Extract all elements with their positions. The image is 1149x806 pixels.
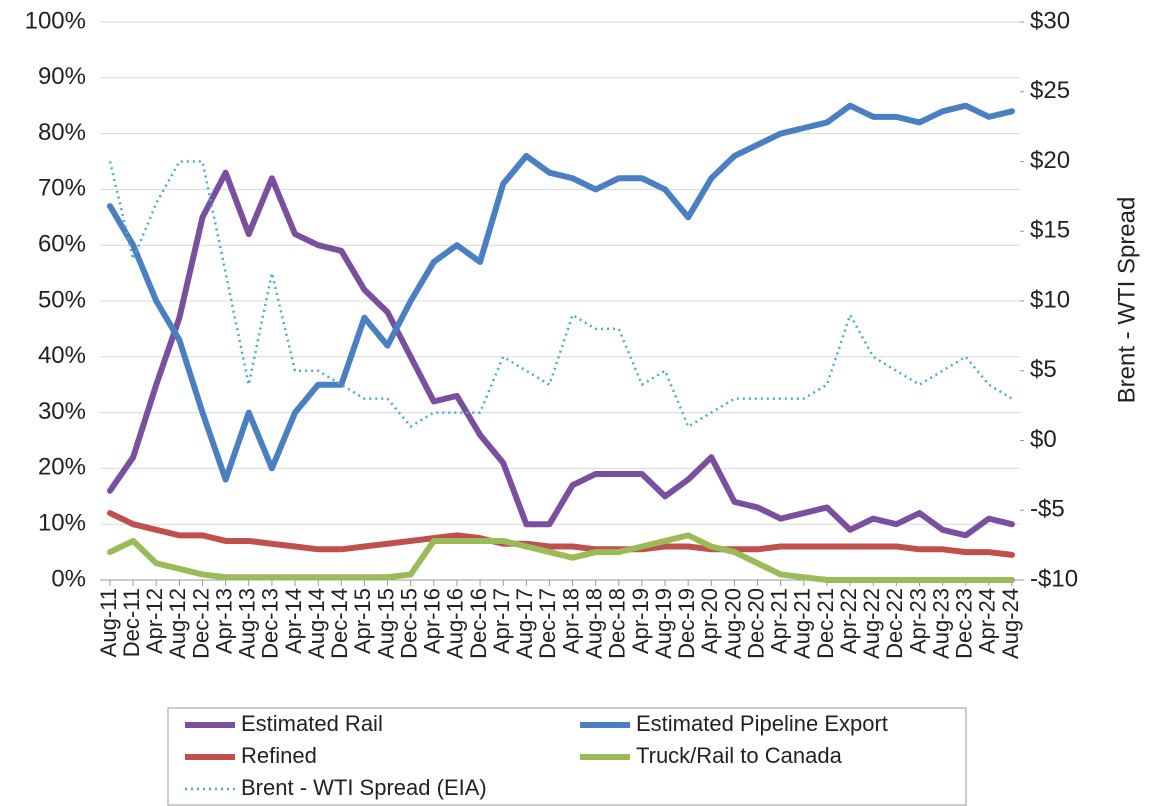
y2-axis-label: Brent - WTI Spread xyxy=(1113,197,1140,404)
x-tick-label: Dec-14 xyxy=(327,588,352,659)
x-tick-label: Aug-15 xyxy=(373,588,398,659)
x-tick-label: Apr-21 xyxy=(767,588,792,654)
x-tick-label: Dec-20 xyxy=(743,588,768,659)
y2-tick-label: $10 xyxy=(1030,286,1070,313)
x-tick-label: Apr-16 xyxy=(420,588,445,654)
x-tick-label: Apr-14 xyxy=(281,588,306,654)
y2-tick-label: -$10 xyxy=(1030,565,1078,592)
y2-tick-label: $30 xyxy=(1030,7,1070,34)
y-tick-label: 20% xyxy=(38,454,86,481)
x-tick-label: Aug-24 xyxy=(998,588,1023,659)
x-tick-label: Aug-21 xyxy=(790,588,815,659)
y2-tick-label: $20 xyxy=(1030,147,1070,174)
x-tick-label: Apr-13 xyxy=(211,588,236,654)
legend-label: Refined xyxy=(241,743,317,768)
y2-tick-label: $25 xyxy=(1030,77,1070,104)
x-tick-label: Dec-15 xyxy=(396,588,421,659)
legend-label: Brent - WTI Spread (EIA) xyxy=(241,775,487,800)
x-tick-label: Aug-19 xyxy=(651,588,676,659)
series-line xyxy=(108,160,1013,428)
x-tick-label: Aug-17 xyxy=(512,588,537,659)
y-tick-label: 80% xyxy=(38,119,86,146)
x-tick-label: Aug-14 xyxy=(304,588,329,659)
series-line xyxy=(107,169,1015,539)
x-tick-label: Aug-12 xyxy=(165,588,190,659)
x-tick-label: Apr-20 xyxy=(697,588,722,654)
legend-label: Truck/Rail to Canada xyxy=(636,743,843,768)
series-line xyxy=(107,532,1015,583)
y-tick-label: 40% xyxy=(38,342,86,369)
y-tick-label: 0% xyxy=(51,565,86,592)
y-tick-label: 100% xyxy=(25,7,86,34)
legend-box xyxy=(167,707,967,806)
x-tick-label: Aug-16 xyxy=(443,588,468,659)
x-tick-label: Dec-11 xyxy=(119,588,144,657)
series-line xyxy=(107,510,1015,558)
y-tick-label: 90% xyxy=(38,63,86,90)
x-tick-label: Dec-16 xyxy=(466,588,491,659)
x-tick-label: Dec-12 xyxy=(188,588,213,659)
x-tick-label: Apr-23 xyxy=(905,588,930,654)
legend-label: Estimated Pipeline Export xyxy=(636,711,888,736)
legend-label: Estimated Rail xyxy=(241,711,383,736)
x-tick-label: Dec-17 xyxy=(535,588,560,659)
series-line xyxy=(107,102,1015,483)
x-tick-label: Apr-24 xyxy=(975,588,1000,654)
x-tick-label: Aug-11 xyxy=(96,588,121,657)
x-tick-label: Dec-21 xyxy=(813,588,838,659)
x-tick-label: Apr-18 xyxy=(558,588,583,654)
y-tick-label: 60% xyxy=(38,231,86,258)
y2-tick-label: $0 xyxy=(1030,426,1057,453)
x-tick-label: Dec-18 xyxy=(605,588,630,659)
x-tick-label: Apr-15 xyxy=(350,588,375,654)
x-tick-label: Apr-12 xyxy=(142,588,167,654)
y-tick-label: 50% xyxy=(38,286,86,313)
x-tick-label: Apr-22 xyxy=(836,588,861,654)
y2-tick-label: $5 xyxy=(1030,356,1057,383)
x-tick-label: Dec-13 xyxy=(258,588,283,659)
x-tick-label: Apr-17 xyxy=(489,588,514,654)
x-tick-label: Dec-19 xyxy=(674,588,699,659)
x-tick-label: Aug-20 xyxy=(720,588,745,659)
x-tick-label: Aug-23 xyxy=(928,588,953,659)
x-tick-label: Dec-22 xyxy=(882,588,907,659)
x-tick-label: Dec-23 xyxy=(952,588,977,659)
x-tick-label: Apr-19 xyxy=(628,588,653,654)
y2-tick-label: $15 xyxy=(1030,217,1070,244)
x-tick-label: Aug-22 xyxy=(859,588,884,659)
y-tick-label: 70% xyxy=(38,175,86,202)
x-tick-label: Aug-18 xyxy=(582,588,607,659)
y-tick-label: 10% xyxy=(38,510,86,537)
x-tick-label: Aug-13 xyxy=(235,588,260,659)
y2-tick-label: -$5 xyxy=(1030,496,1065,523)
y-tick-label: 30% xyxy=(38,398,86,425)
